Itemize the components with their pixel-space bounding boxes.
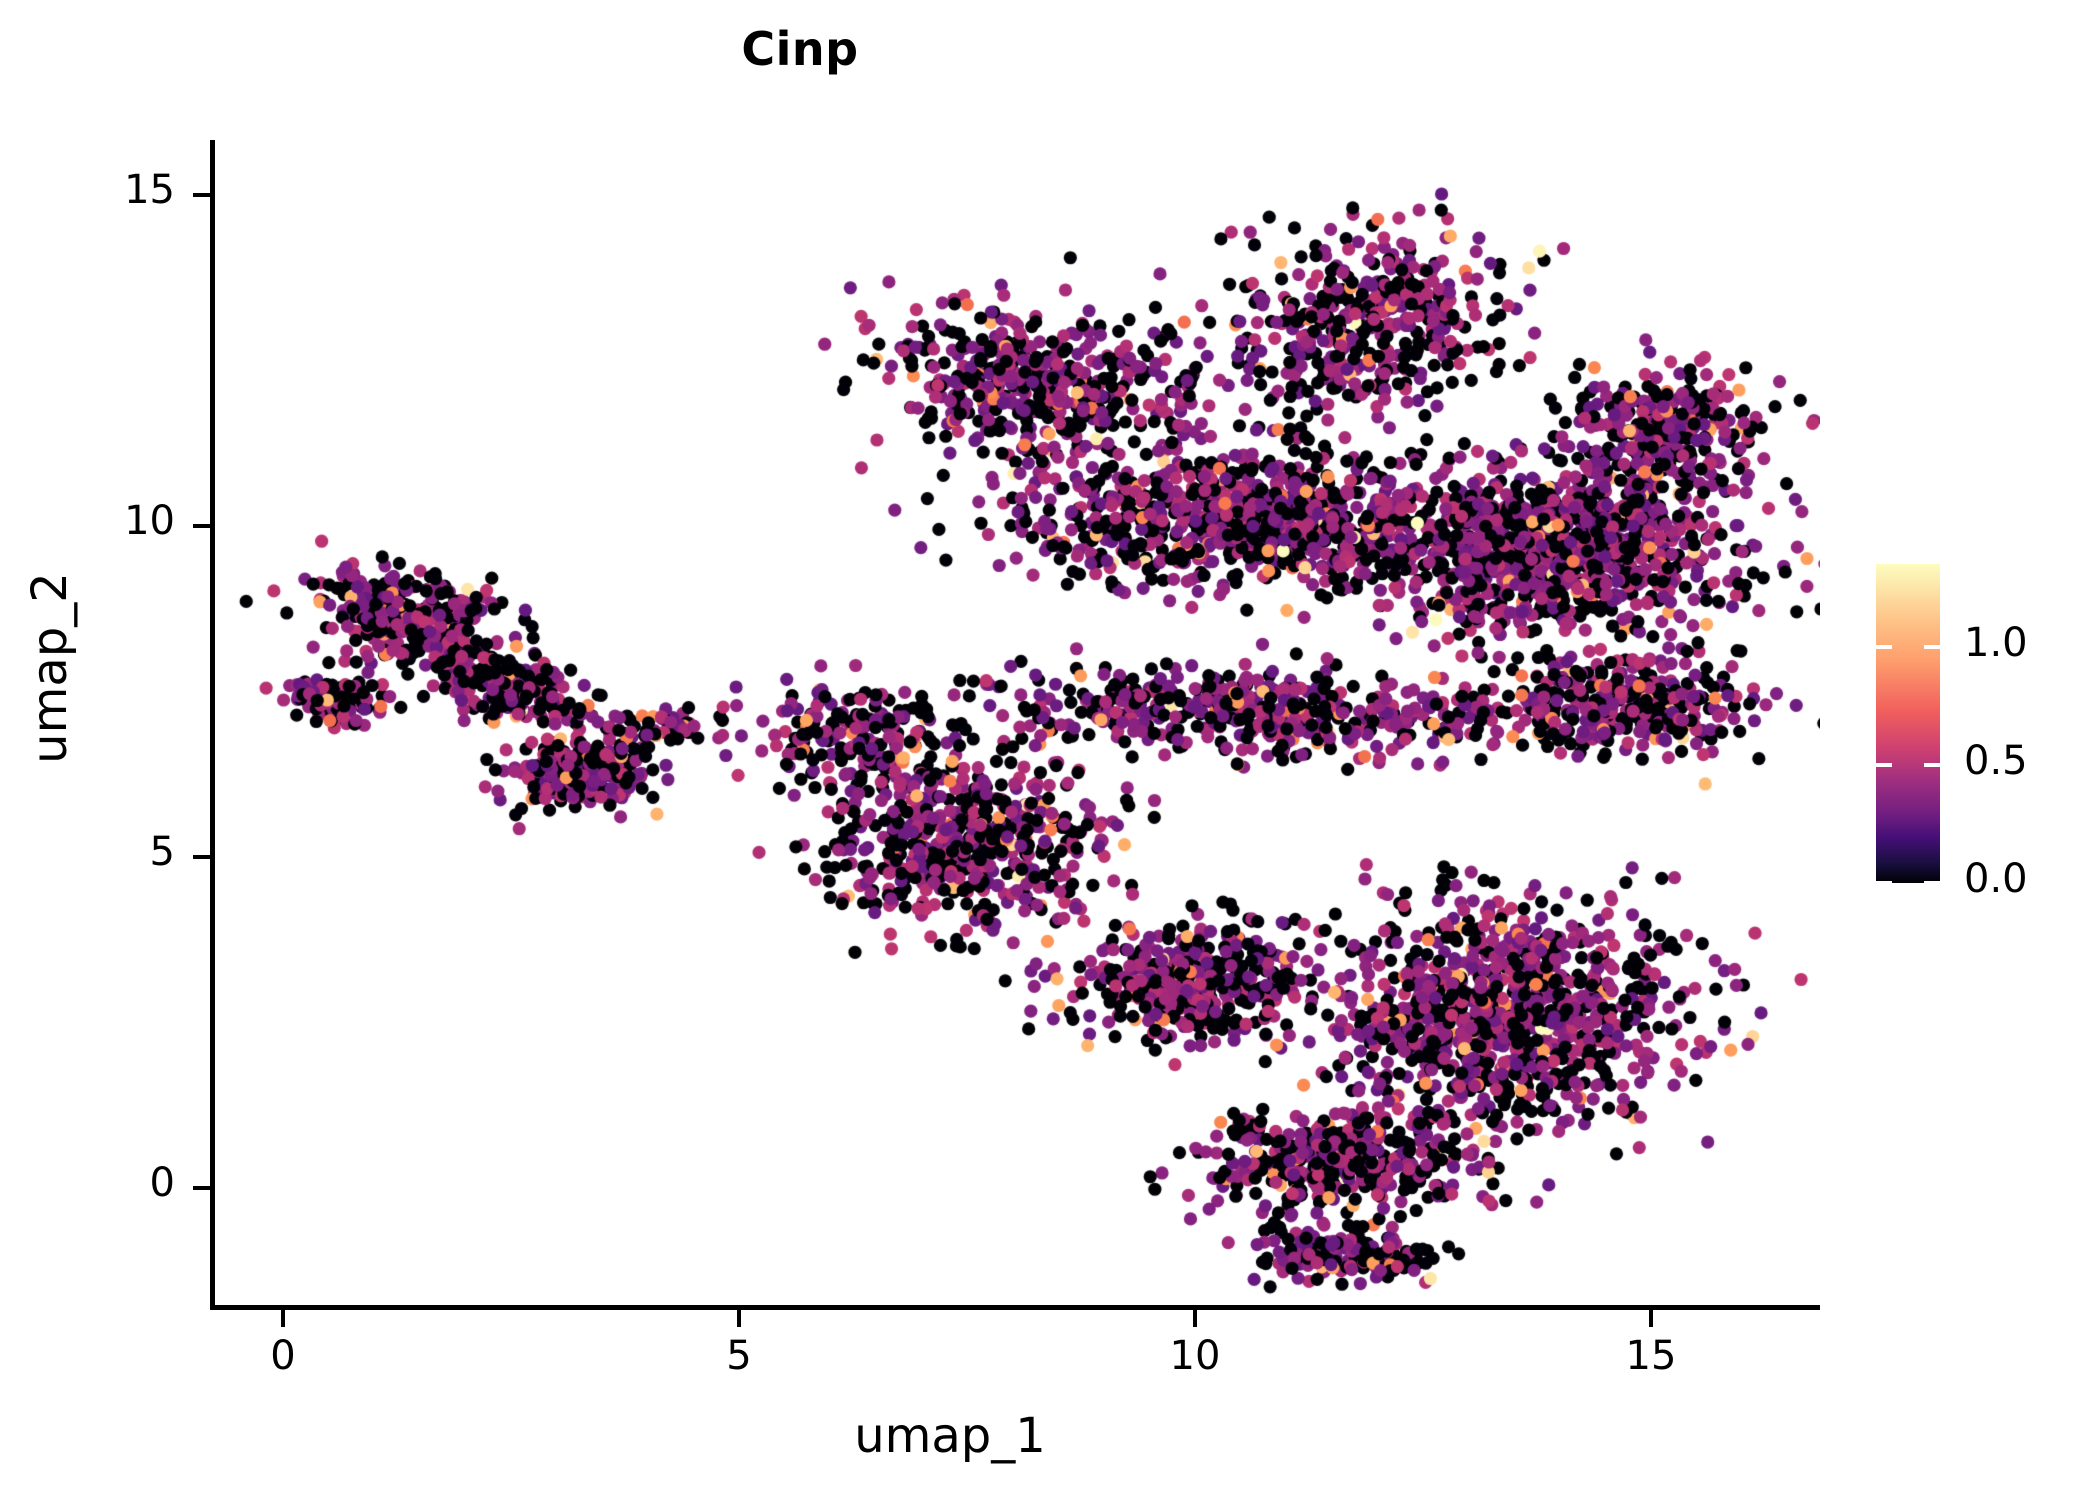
colorbar-tick-label-0: 0.0 bbox=[1964, 856, 2028, 902]
colorbar-tick-1 bbox=[1876, 762, 1892, 767]
x-tick-3 bbox=[1649, 1310, 1653, 1327]
y-tick-1 bbox=[193, 855, 210, 859]
page-title: Cinp bbox=[741, 22, 859, 76]
y-axis-label: umap_2 bbox=[22, 572, 78, 764]
x-tick-0 bbox=[281, 1310, 285, 1327]
colorbar-tick-2 bbox=[1924, 644, 1940, 649]
y-tick-3 bbox=[193, 193, 210, 197]
x-tick-2 bbox=[1193, 1310, 1197, 1327]
x-axis-label: umap_1 bbox=[854, 1408, 1046, 1464]
y-tick-2 bbox=[193, 524, 210, 528]
x-tick-label-1: 5 bbox=[726, 1333, 752, 1379]
colorbar-gradient bbox=[1876, 564, 1940, 883]
y-tick-label-1: 5 bbox=[149, 829, 175, 875]
y-tick-label-3: 15 bbox=[124, 167, 175, 213]
colorbar-tick-2 bbox=[1876, 644, 1892, 649]
x-tick-label-3: 15 bbox=[1625, 1333, 1677, 1379]
scatter-plot-canvas bbox=[215, 142, 1820, 1307]
colorbar-tick-0 bbox=[1924, 881, 1940, 885]
y-tick-label-0: 0 bbox=[149, 1160, 175, 1206]
y-tick-label-2: 10 bbox=[124, 498, 175, 544]
x-axis-spine bbox=[210, 1305, 1820, 1310]
y-axis-spine bbox=[210, 140, 215, 1310]
x-tick-label-2: 10 bbox=[1169, 1333, 1221, 1379]
x-tick-1 bbox=[737, 1310, 741, 1327]
colorbar-tick-label-2: 1.0 bbox=[1964, 619, 2028, 666]
colorbar-tick-label-1: 0.5 bbox=[1964, 737, 2028, 784]
y-tick-0 bbox=[193, 1186, 210, 1190]
x-tick-label-0: 0 bbox=[270, 1333, 296, 1379]
colorbar-tick-0 bbox=[1876, 881, 1892, 885]
colorbar-tick-1 bbox=[1924, 762, 1940, 767]
